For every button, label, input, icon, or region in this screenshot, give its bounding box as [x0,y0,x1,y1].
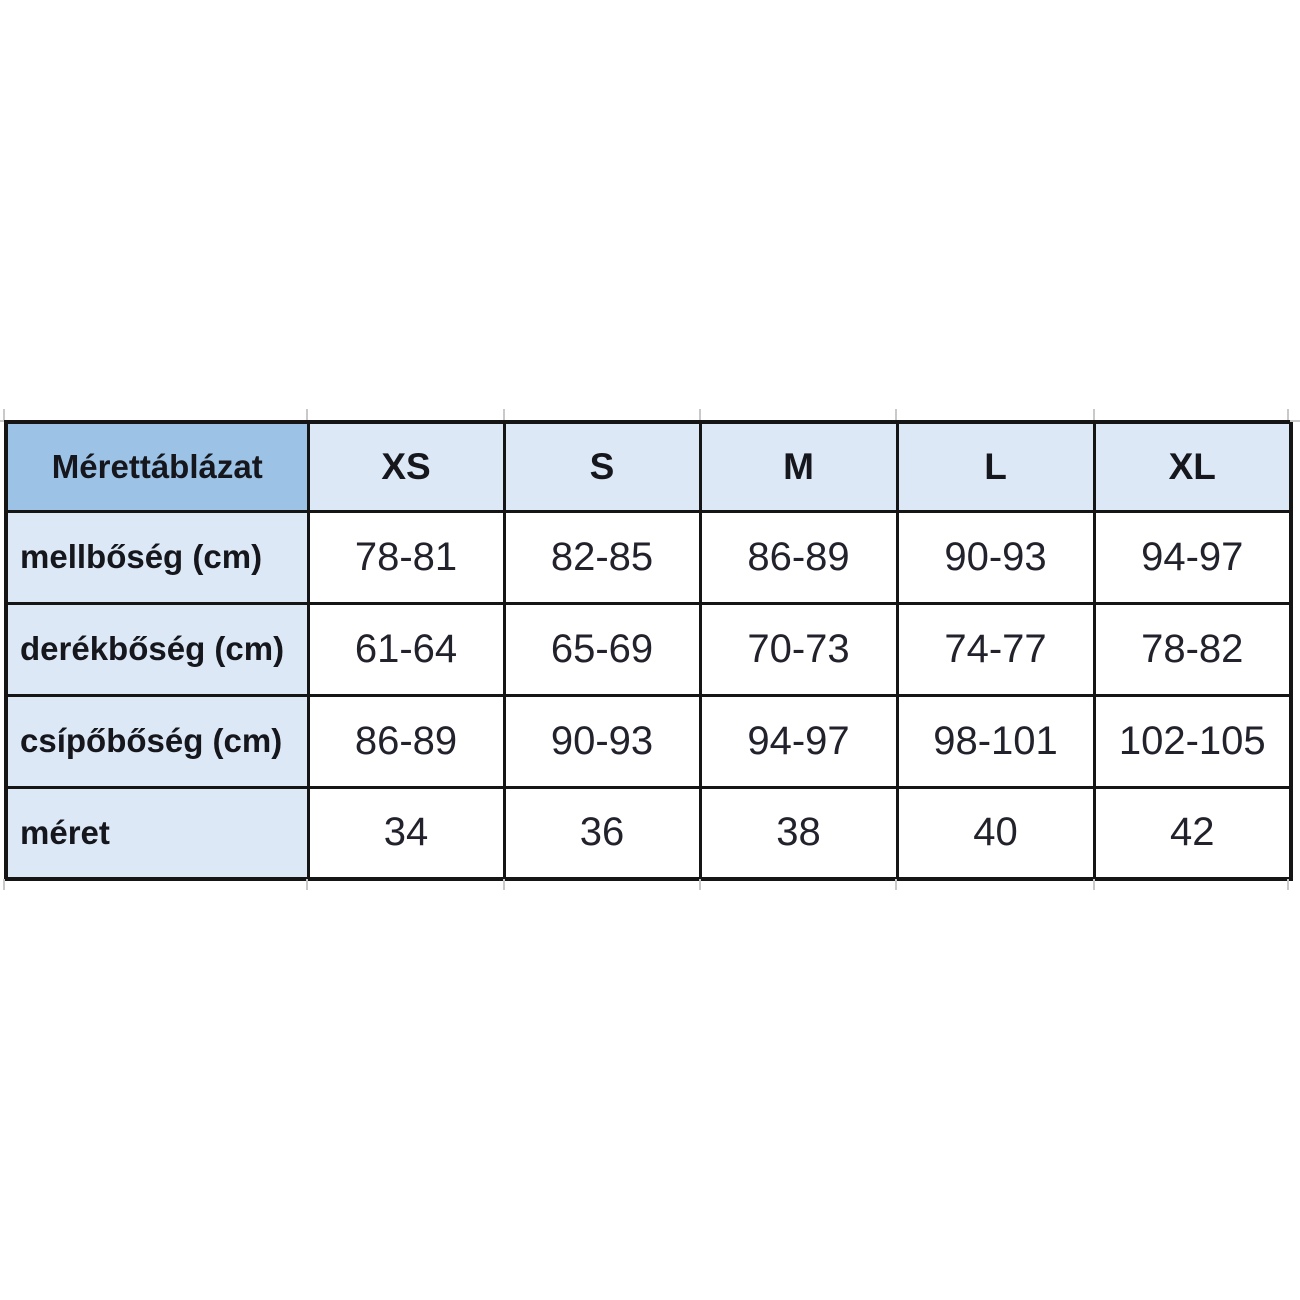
size-chart-table: Mérettáblázat XS S M L XL mellbőség (cm)… [4,420,1293,881]
row-label-waist: derékbőség (cm) [4,601,310,697]
size-value-xl: 42 [1092,785,1293,881]
gridline-stub [3,409,5,420]
size-header-xs: XS [306,420,506,513]
size-value-s: 36 [502,785,702,881]
table-row-waist: derékbőség (cm) 61-64 65-69 70-73 74-77 … [4,601,1293,697]
hip-value-l: 98-101 [895,693,1096,789]
gridline-stub [306,409,308,420]
bust-value-xs: 78-81 [306,509,506,605]
gridline-stub [895,879,897,890]
hip-value-m: 94-97 [698,693,899,789]
gridline-stub [1290,420,1300,422]
hip-value-xs: 86-89 [306,693,506,789]
gridline-stub [3,879,5,890]
table-row-bust: mellbőség (cm) 78-81 82-85 86-89 90-93 9… [4,509,1293,605]
gridline-stub [1093,409,1095,420]
gridline-stub [0,420,4,422]
waist-value-xs: 61-64 [306,601,506,697]
hip-value-xl: 102-105 [1092,693,1293,789]
gridline-stub [306,879,308,890]
gridline-stub [1287,879,1289,890]
gridline-stub [699,879,701,890]
gridline-stub [895,409,897,420]
size-header-m: M [698,420,899,513]
bust-value-l: 90-93 [895,509,1096,605]
size-value-m: 38 [698,785,899,881]
waist-value-xl: 78-82 [1092,601,1293,697]
gridline-stub [1287,409,1289,420]
row-label-hip: csípőbőség (cm) [4,693,310,789]
bust-value-xl: 94-97 [1092,509,1293,605]
bust-value-s: 82-85 [502,509,702,605]
waist-value-l: 74-77 [895,601,1096,697]
table-title-cell: Mérettáblázat [4,420,310,513]
size-header-xl: XL [1092,420,1293,513]
bust-value-m: 86-89 [698,509,899,605]
table-row-size: méret 34 36 38 40 42 [4,785,1293,881]
table-header-row: Mérettáblázat XS S M L XL [4,420,1293,513]
gridline-stub [503,879,505,890]
size-header-l: L [895,420,1096,513]
size-value-l: 40 [895,785,1096,881]
gridline-stub [1093,879,1095,890]
gridline-stub [699,409,701,420]
size-value-xs: 34 [306,785,506,881]
row-label-bust: mellbőség (cm) [4,509,310,605]
size-header-s: S [502,420,702,513]
waist-value-s: 65-69 [502,601,702,697]
table-row-hip: csípőbőség (cm) 86-89 90-93 94-97 98-101… [4,693,1293,789]
waist-value-m: 70-73 [698,601,899,697]
hip-value-s: 90-93 [502,693,702,789]
row-label-size: méret [4,785,310,881]
gridline-stub [503,409,505,420]
